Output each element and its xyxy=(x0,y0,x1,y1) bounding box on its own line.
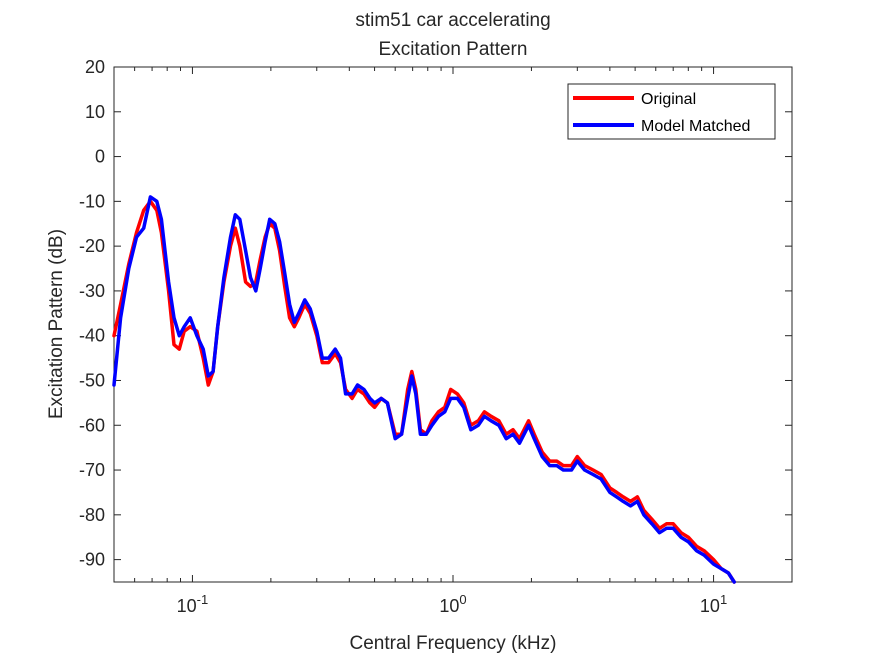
y-tick-label: -40 xyxy=(79,326,105,346)
y-tick-label: -10 xyxy=(79,191,105,211)
legend: Original Model Matched xyxy=(567,83,776,140)
y-axis-label: Excitation Pattern (dB) xyxy=(46,229,67,419)
legend-label-original: Original xyxy=(641,91,696,108)
y-tick-label: 10 xyxy=(85,102,105,122)
y-tick-label: -80 xyxy=(79,505,105,525)
y-tick-label: -60 xyxy=(79,415,105,435)
chart-subtitle: Excitation Pattern xyxy=(379,39,528,60)
legend-box xyxy=(567,83,776,140)
plot-area xyxy=(113,66,793,583)
series-group xyxy=(112,195,736,584)
y-tick-label: -20 xyxy=(79,236,105,256)
y-tick-label: -50 xyxy=(79,370,105,390)
legend-label-model-matched: Model Matched xyxy=(641,118,750,135)
y-axis: 20 10 0 -10 -20 -30 -40 -50 -60 -70 -80 -90 xyxy=(79,57,792,570)
x-axis: 10-1 100 101 xyxy=(113,67,793,616)
chart-titles: stim51 car accelerating Excitation Patte… xyxy=(355,10,550,60)
x-tick-label: 100 xyxy=(439,592,466,616)
y-tick-label: 20 xyxy=(85,57,105,77)
chart-title: stim51 car accelerating xyxy=(355,10,550,31)
x-tick-label: 10-1 xyxy=(177,592,209,616)
series-line-model-matched xyxy=(112,195,736,584)
x-tick-label: 101 xyxy=(700,592,727,616)
y-tick-label: 0 xyxy=(95,147,105,167)
y-tick-label: -70 xyxy=(79,460,105,480)
y-tick-label: -90 xyxy=(79,550,105,570)
y-tick-label: -30 xyxy=(79,281,105,301)
x-axis-label: Central Frequency (kHz) xyxy=(350,633,557,654)
